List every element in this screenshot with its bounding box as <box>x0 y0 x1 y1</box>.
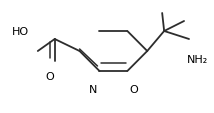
Text: NH₂: NH₂ <box>187 54 208 64</box>
Text: HO: HO <box>12 27 29 37</box>
Text: N: N <box>89 84 98 94</box>
Text: O: O <box>129 84 138 94</box>
Text: O: O <box>45 71 54 81</box>
